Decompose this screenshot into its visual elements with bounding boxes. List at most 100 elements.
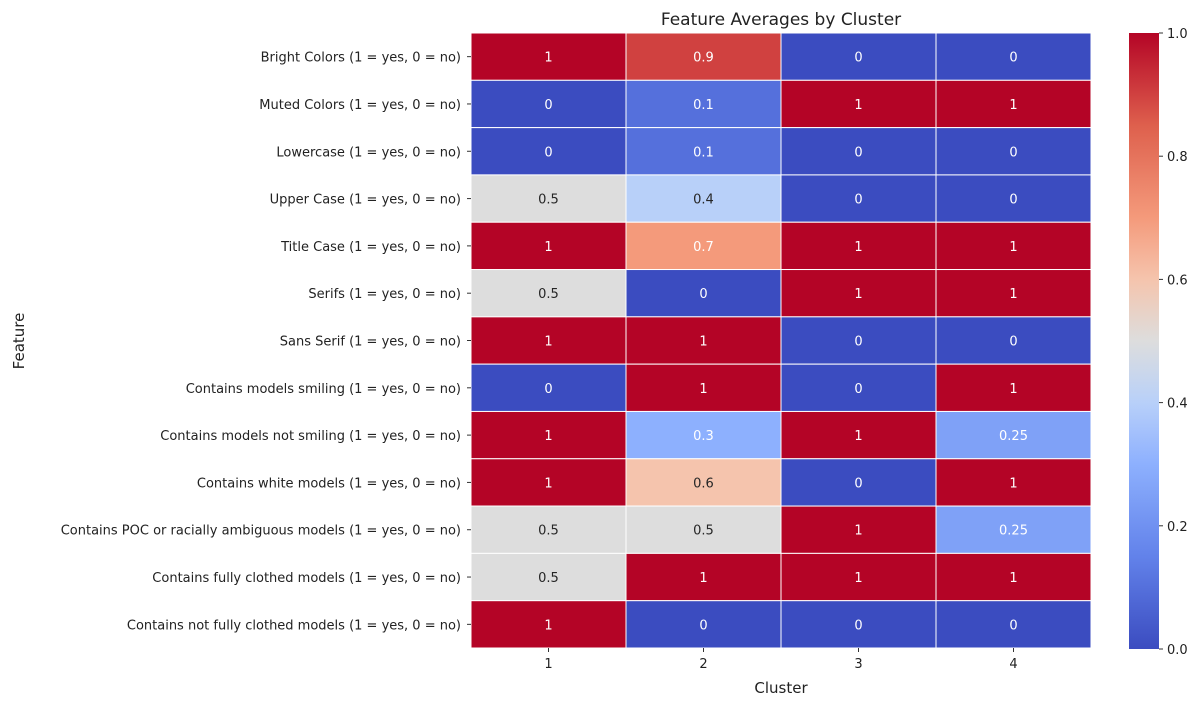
cell-value-label: 1 xyxy=(1009,240,1017,255)
cell-value-label: 0 xyxy=(854,618,862,633)
cell-value-label: 0 xyxy=(1009,335,1017,350)
colorbar-tick-label: 0.8 xyxy=(1167,150,1188,165)
y-axis-ticks: Bright Colors (1 = yes, 0 = no) Muted Col… xyxy=(61,51,471,633)
y-tick-label: Contains not fully clothed models (1 = y… xyxy=(127,618,461,633)
cell-value-label: 0.4 xyxy=(693,193,714,208)
cell-value-label: 0.6 xyxy=(693,476,714,491)
y-tick-label: Upper Case (1 = yes, 0 = no) xyxy=(270,193,461,208)
cell-value-label: 1 xyxy=(699,571,707,586)
cell-value-label: 1 xyxy=(544,240,552,255)
heatmap-cell xyxy=(780,458,937,507)
x-axis-label: Cluster xyxy=(754,679,808,697)
cell-value-label: 1 xyxy=(544,618,552,633)
cell-value-label: 1 xyxy=(544,429,552,444)
heatmap-cell xyxy=(470,316,627,365)
cell-value-label: 1 xyxy=(1009,476,1017,491)
cell-value-label: 0.7 xyxy=(693,240,714,255)
x-tick-label: 1 xyxy=(544,657,552,672)
heatmap-cell xyxy=(625,79,782,129)
heatmap-cell xyxy=(625,458,782,507)
cell-value-label: 0.3 xyxy=(693,429,714,444)
cell-value-label: 1 xyxy=(1009,287,1017,302)
heatmap-cell xyxy=(625,127,782,176)
heatmap-cell xyxy=(780,505,937,554)
y-tick-label: Title Case (1 = yes, 0 = no) xyxy=(280,240,461,255)
y-tick-label: Muted Colors (1 = yes, 0 = no) xyxy=(259,98,461,113)
heatmap-cell xyxy=(935,174,1092,223)
cell-value-label: 1 xyxy=(1009,382,1017,397)
chart-title: Feature Averages by Cluster xyxy=(661,10,901,30)
cell-value-label: 0 xyxy=(1009,145,1017,160)
heatmap-cell xyxy=(780,600,937,649)
x-tick-label: 3 xyxy=(854,657,862,672)
y-tick-label: Sans Serif (1 = yes, 0 = no) xyxy=(280,335,461,350)
y-tick-label: Lowercase (1 = yes, 0 = no) xyxy=(276,145,461,160)
x-axis-ticks: 1 2 3 4 xyxy=(544,648,1018,672)
colorbar-tick-label: 0.6 xyxy=(1167,273,1188,288)
y-tick-label: Contains POC or racially ambiguous model… xyxy=(61,524,461,539)
cell-value-label: 0.25 xyxy=(999,524,1028,539)
heatmap-cell xyxy=(780,221,937,271)
heatmap-cell xyxy=(780,316,937,365)
cell-value-label: 0 xyxy=(1009,193,1017,208)
cell-value-label: 0 xyxy=(544,145,552,160)
y-tick-label: Contains fully clothed models (1 = yes, … xyxy=(152,571,461,586)
cell-value-label: 0.25 xyxy=(999,429,1028,444)
cell-value-label: 0 xyxy=(854,476,862,491)
heatmap-cell xyxy=(935,221,1092,271)
cell-value-label: 0.5 xyxy=(538,287,559,302)
heatmap-cell xyxy=(470,79,627,129)
heatmap-cell xyxy=(935,600,1092,649)
colorbar-tick-label: 0.0 xyxy=(1167,643,1188,658)
cell-value-label: 0 xyxy=(854,382,862,397)
cell-value-label: 0 xyxy=(854,193,862,208)
heatmap-cell xyxy=(625,174,782,223)
cell-value-label: 1 xyxy=(544,335,552,350)
heatmap-cell xyxy=(625,600,782,649)
x-tick-label: 2 xyxy=(699,657,707,672)
heatmap-cell xyxy=(470,32,627,81)
cell-value-label: 1 xyxy=(854,240,862,255)
cell-value-label: 0.5 xyxy=(538,193,559,208)
heatmap-cell xyxy=(625,552,782,602)
heatmap-cell xyxy=(470,363,627,412)
heatmap-cell xyxy=(935,269,1092,318)
heatmap-cell xyxy=(780,269,937,318)
cell-value-label: 0.9 xyxy=(693,51,714,66)
heatmap-cell xyxy=(625,32,782,81)
y-tick-label: Contains models smiling (1 = yes, 0 = no… xyxy=(186,382,461,397)
heatmap-cell xyxy=(780,552,937,602)
heatmap-cell xyxy=(625,221,782,271)
heatmap-cell xyxy=(470,552,627,602)
cell-value-label: 0 xyxy=(854,51,862,66)
heatmap-cells xyxy=(470,32,1092,649)
cell-value-label: 1 xyxy=(854,287,862,302)
cell-value-label: 1 xyxy=(854,524,862,539)
heatmap-cell xyxy=(470,600,627,649)
cell-value-label: 1 xyxy=(854,98,862,113)
heatmap-cell xyxy=(935,316,1092,365)
cell-value-label: 0.5 xyxy=(693,524,714,539)
cell-value-label: 0 xyxy=(544,98,552,113)
colorbar-tick-label: 1.0 xyxy=(1167,27,1188,42)
heatmap-cell xyxy=(935,127,1092,176)
heatmap-cell xyxy=(935,79,1092,129)
cell-value-label: 1 xyxy=(699,335,707,350)
cell-value-label: 1 xyxy=(1009,98,1017,113)
cell-value-label: 0 xyxy=(544,382,552,397)
heatmap-cell xyxy=(780,410,937,460)
heatmap-cell xyxy=(780,32,937,81)
cell-value-label: 1 xyxy=(854,429,862,444)
colorbar-gradient xyxy=(1129,33,1159,649)
heatmap-cell xyxy=(625,269,782,318)
cell-value-label: 1 xyxy=(854,571,862,586)
y-tick-label: Contains models not smiling (1 = yes, 0 … xyxy=(160,429,461,444)
cell-value-label: 0 xyxy=(1009,51,1017,66)
colorbar: 0.0 0.2 0.4 0.6 0.8 1.0 xyxy=(1129,27,1188,658)
cell-value-label: 0 xyxy=(1009,618,1017,633)
cell-value-label: 0.1 xyxy=(693,98,714,113)
cell-value-label: 0.1 xyxy=(693,145,714,160)
y-axis-label: Feature xyxy=(10,313,28,370)
heatmap-cell xyxy=(935,458,1092,507)
